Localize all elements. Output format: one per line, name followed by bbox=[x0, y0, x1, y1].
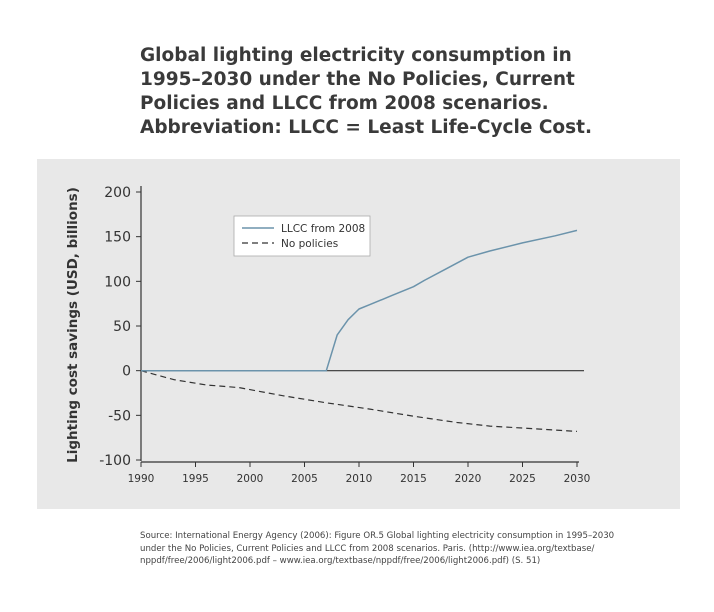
x-tick-label: 2010 bbox=[346, 473, 373, 485]
legend-label-no-policies: No policies bbox=[281, 238, 338, 250]
y-tick-label: -50 bbox=[108, 408, 131, 424]
title-line: Global lighting electricity consumption … bbox=[140, 45, 572, 66]
x-tick-label: 2030 bbox=[564, 473, 591, 485]
source-line: Source: International Energy Agency (200… bbox=[140, 531, 615, 541]
y-axis-label: Lighting cost savings (USD, billions) bbox=[65, 187, 81, 463]
y-tick-label: 150 bbox=[104, 230, 131, 246]
x-tick-label: 1995 bbox=[182, 473, 209, 485]
series-line-llcc bbox=[141, 229, 578, 372]
y-tick-label: 50 bbox=[113, 319, 131, 335]
x-tick-label: 2005 bbox=[291, 473, 318, 485]
y-tick-label: -100 bbox=[99, 453, 131, 469]
source-note: Source: International Energy Agency (200… bbox=[140, 530, 680, 568]
x-tick-label: 2025 bbox=[509, 473, 536, 485]
chart-title: Global lighting electricity consumption … bbox=[140, 44, 680, 140]
source-line: nppdf/free/2006/light2006.pdf – www.iea.… bbox=[140, 556, 541, 566]
legend-box bbox=[233, 215, 371, 257]
x-tick-label: 2020 bbox=[455, 473, 482, 485]
y-tick-label: 200 bbox=[104, 185, 131, 201]
y-tick-label: 100 bbox=[104, 274, 131, 290]
series-line-no-policies bbox=[140, 370, 578, 432]
legend-label-llcc: LLCC from 2008 bbox=[281, 223, 365, 235]
y-tick-label: 0 bbox=[122, 364, 131, 380]
x-tick-label: 2015 bbox=[400, 473, 427, 485]
x-tick-label: 2000 bbox=[237, 473, 264, 485]
title-line: 1995–2030 under the No Policies, Current bbox=[140, 69, 575, 90]
source-line: under the No Policies, Current Policies … bbox=[140, 543, 595, 554]
title-line: Policies and LLCC from 2008 scenarios. bbox=[140, 93, 549, 114]
title-line: Abbreviation: LLCC = Least Life-Cycle Co… bbox=[140, 117, 592, 138]
x-tick-label: 1990 bbox=[128, 473, 155, 485]
